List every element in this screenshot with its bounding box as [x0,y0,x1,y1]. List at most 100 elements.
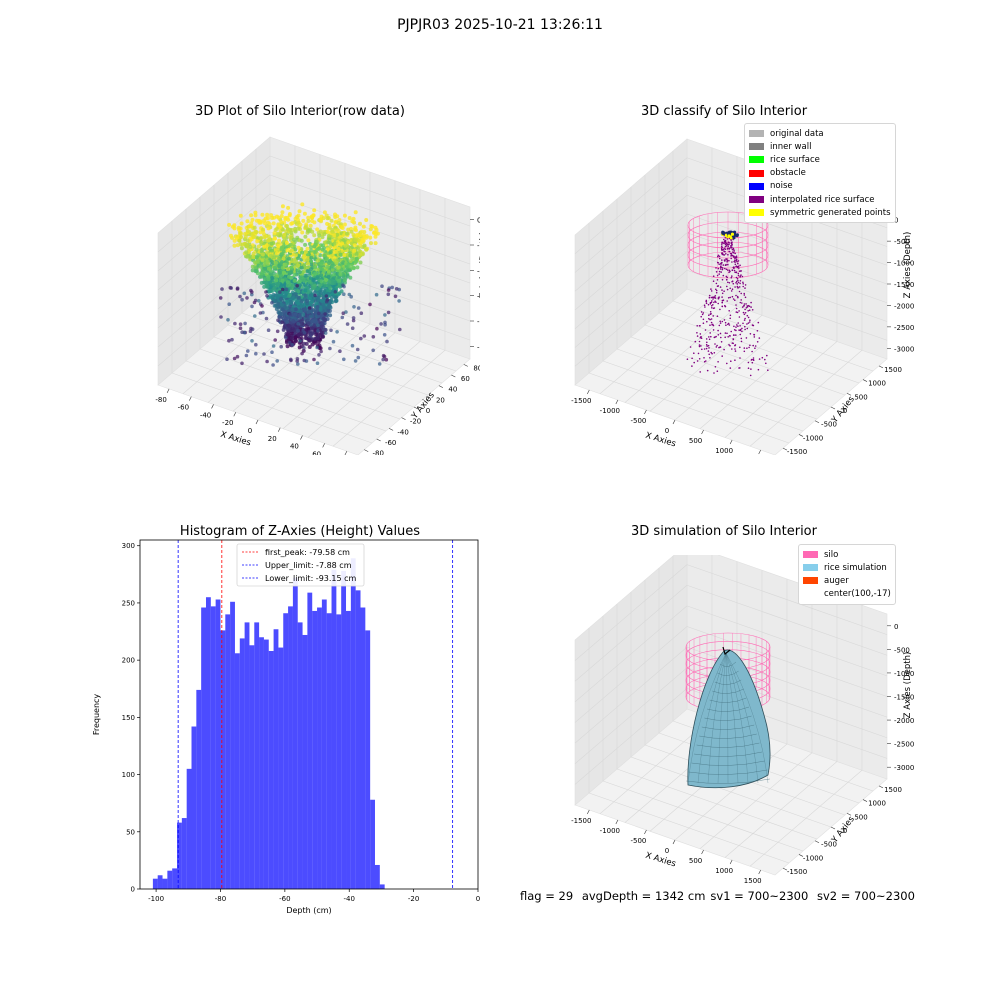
interpolated-point [716,274,719,277]
raw-ytick-label: -60 [385,439,396,447]
interpolated-point [724,240,727,242]
sim-xtick-label: -500 [630,837,646,845]
scatter-point [264,281,268,286]
raw-xtick-label: -40 [200,411,211,419]
histogram-bar [341,570,347,889]
sim-xtick [701,849,704,855]
scatter-point [309,248,314,253]
scatter-point [313,242,318,247]
raw-ytick-label: -80 [373,450,384,455]
sim-ztick-label: 0 [894,623,898,631]
scatter-point [277,264,282,269]
interpolated-point [731,254,734,257]
classify-ytick [782,447,788,451]
scatter-point [356,306,361,310]
scatter-point [293,338,298,343]
interpolated-point [746,306,749,308]
interpolated-point [729,345,731,347]
interpolated-point [748,346,750,349]
grid-line [157,155,271,253]
scatter-point [253,260,257,265]
histogram-bar [196,689,202,889]
scatter-point [287,274,291,279]
interpolated-point [706,369,709,372]
interpolated-point [724,336,726,339]
interpolated-point [728,243,730,246]
surface-mesh-line [712,688,744,694]
interpolated-point [726,259,729,262]
interpolated-point [715,291,718,294]
scatter-point [277,270,282,275]
interpolated-point [703,348,706,350]
interpolated-point [734,259,736,262]
scatter-point [270,350,274,354]
scatter-point [267,246,272,251]
classify-xtick [701,429,704,435]
interpolated-point [713,296,715,299]
interpolated-point [705,300,707,303]
scatter-point [290,286,295,291]
scatter-point [335,214,340,219]
scatter-point [254,255,259,260]
interpolated-point [720,336,722,339]
interpolated-point [709,324,711,326]
y-tick-label: 50 [126,828,135,836]
scatter-point [379,322,383,326]
classify-xtick [758,449,761,455]
interpolated-point [744,312,747,314]
scatter-point [250,217,255,222]
scatter-point [303,225,308,230]
scatter-point [308,293,313,298]
interpolated-point [702,322,705,324]
interpolated-point [740,337,743,340]
scatter-point [262,235,267,240]
interpolated-point [719,308,721,311]
scatter-point [267,288,272,293]
interpolated-point [731,288,734,290]
scatter-point [328,250,333,255]
scatter-point [253,213,258,218]
interpolated-point [717,361,719,363]
interpolated-point [714,336,716,338]
scatter-point [270,216,275,220]
scatter-point [340,315,345,320]
interpolated-point [745,303,747,305]
classify-xtick-label: 1000 [715,447,733,455]
surface-mesh-line [697,652,727,784]
scatter-point [276,295,280,299]
interpolated-point [715,289,718,292]
interpolated-point [707,350,710,352]
raw-xtick [211,404,214,409]
interpolated-point [732,249,735,251]
scatter-point [347,216,352,220]
grid-line [686,605,888,677]
scatter-point [382,333,387,337]
y-tick-label: 200 [122,657,135,665]
scatter-point [313,271,318,276]
scatter-point [321,316,326,321]
scatter-point [288,242,293,247]
interpolated-point [741,327,743,330]
interpolated-point [733,269,736,272]
sim-xtick [615,819,619,825]
scatter-point [230,337,234,342]
scatter-point [264,243,269,248]
scatter-point [245,254,250,259]
raw-ytick [376,438,381,442]
interpolated-point [727,263,729,266]
top-cluster-point [727,230,732,234]
scatter-point [304,273,309,278]
scatter-point [285,283,290,288]
interpolated-point [708,336,710,338]
interpolated-point [739,333,742,336]
histogram-bar [268,650,274,889]
scatter-point [323,331,328,335]
scatter-point [325,216,330,221]
scatter-point [312,336,317,341]
scatter-point [285,280,290,285]
scatter-point [375,326,379,331]
scatter-point [335,272,340,276]
histogram-bar [191,726,197,889]
histogram-bar [307,592,313,889]
scatter-point [303,242,308,247]
